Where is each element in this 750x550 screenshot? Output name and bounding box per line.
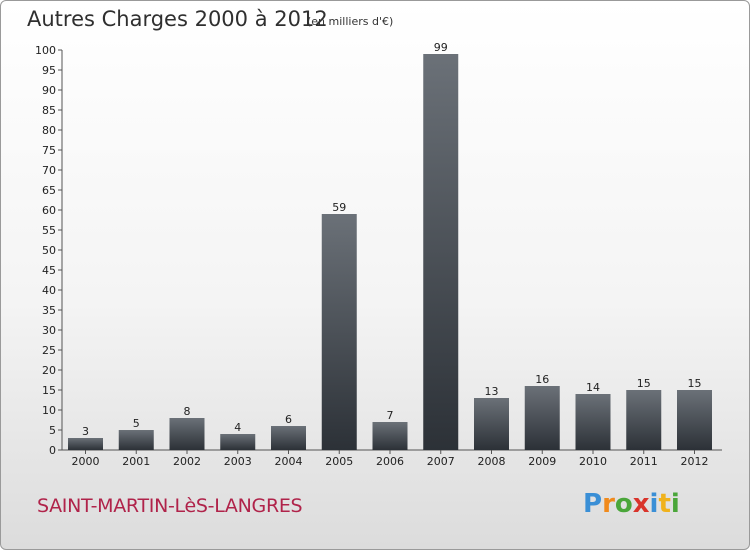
y-tick-label: 90 <box>42 84 56 97</box>
chart-title: Autres Charges 2000 à 2012 <box>27 7 328 31</box>
y-tick-label: 5 <box>49 424 56 437</box>
proxiti-logo[interactable]: Proxiti <box>583 489 680 519</box>
bar <box>169 418 205 450</box>
bars: 3 5 8 4 6 59 7 99 13 16 14 15 15 <box>68 41 712 450</box>
data-label: 15 <box>637 377 651 390</box>
data-label: 14 <box>586 381 600 394</box>
y-tick-label: 75 <box>42 144 56 157</box>
y-tick-label: 50 <box>42 244 56 257</box>
y-tick-label: 100 <box>35 44 56 57</box>
x-tick-label: 2012 <box>681 455 709 468</box>
y-tick-label: 85 <box>42 104 56 117</box>
x-tick-label: 2005 <box>325 455 353 468</box>
bar <box>321 214 357 450</box>
x-tick-label: 2004 <box>275 455 303 468</box>
y-tick-label: 55 <box>42 224 56 237</box>
x-tick-label: 2010 <box>579 455 607 468</box>
x-tick-label: 2001 <box>122 455 150 468</box>
y-tick-label: 65 <box>42 184 56 197</box>
data-label: 99 <box>434 41 448 54</box>
x-tick-label: 2000 <box>72 455 100 468</box>
logo-letter: i <box>649 489 659 519</box>
bar <box>423 54 459 450</box>
y-tick-label: 70 <box>42 164 56 177</box>
bar <box>220 434 256 450</box>
x-tick-label: 2008 <box>478 455 506 468</box>
logo-letter: P <box>583 489 603 519</box>
logo-letter: t <box>658 489 671 519</box>
logo-letter: r <box>602 489 615 519</box>
bar <box>575 394 611 450</box>
data-label: 8 <box>184 405 191 418</box>
y-tick-label: 0 <box>49 444 56 457</box>
bar <box>626 390 662 450</box>
y-tick-label: 25 <box>42 344 56 357</box>
axes: 0510152025303540455055606570758085909510… <box>35 44 722 468</box>
y-tick-label: 10 <box>42 404 56 417</box>
x-tick-label: 2009 <box>528 455 556 468</box>
x-tick-label: 2007 <box>427 455 455 468</box>
bar <box>524 386 560 450</box>
bar <box>68 438 103 450</box>
logo-letter: o <box>614 489 633 519</box>
data-label: 3 <box>82 425 89 438</box>
y-tick-label: 60 <box>42 204 56 217</box>
y-tick-label: 15 <box>42 384 56 397</box>
bar <box>271 426 306 450</box>
data-label: 7 <box>387 409 394 422</box>
bar <box>118 430 154 450</box>
logo-letter: x <box>632 489 650 519</box>
data-label: 13 <box>485 385 499 398</box>
data-label: 16 <box>535 373 549 386</box>
y-tick-label: 95 <box>42 64 56 77</box>
data-label: 5 <box>133 417 140 430</box>
bar <box>474 398 509 450</box>
bar <box>677 390 712 450</box>
y-tick-label: 20 <box>42 364 56 377</box>
y-tick-label: 40 <box>42 284 56 297</box>
data-label: 6 <box>285 413 292 426</box>
chart-subtitle: (en milliers d'€) <box>307 15 394 28</box>
bar <box>372 422 408 450</box>
y-tick-label: 45 <box>42 264 56 277</box>
y-tick-label: 80 <box>42 124 56 137</box>
x-tick-label: 2006 <box>376 455 404 468</box>
y-tick-label: 30 <box>42 324 56 337</box>
data-label: 4 <box>234 421 241 434</box>
logo-letter: i <box>670 489 680 519</box>
data-label: 59 <box>332 201 346 214</box>
commune-name: SAINT-MARTIN-LèS-LANGRES <box>37 495 303 517</box>
x-tick-label: 2011 <box>630 455 658 468</box>
x-tick-label: 2003 <box>224 455 252 468</box>
y-tick-label: 35 <box>42 304 56 317</box>
data-label: 15 <box>688 377 702 390</box>
x-tick-label: 2002 <box>173 455 201 468</box>
